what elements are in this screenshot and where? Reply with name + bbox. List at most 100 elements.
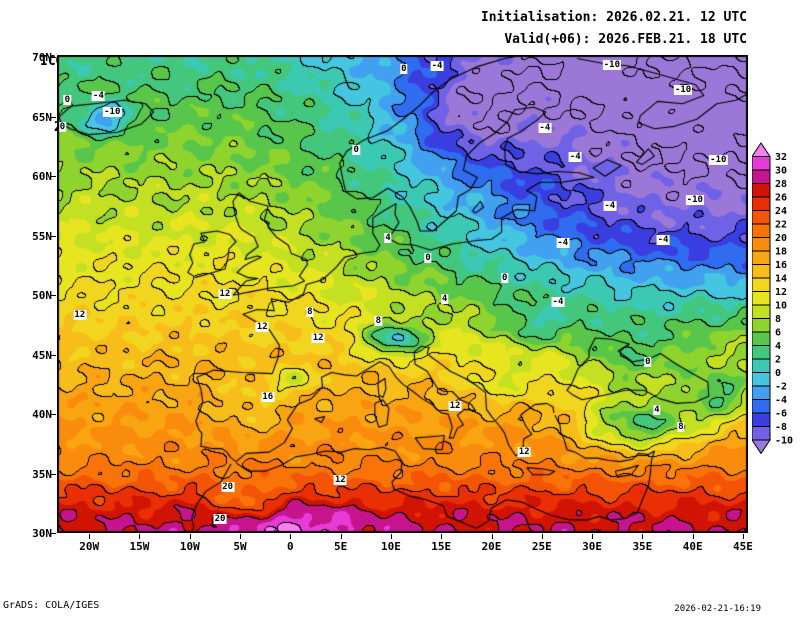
colorbar-tick-label: 12 xyxy=(775,287,787,298)
colorbar-band xyxy=(751,439,771,455)
colorbar-band xyxy=(751,277,771,292)
colorbar-tick-label: 24 xyxy=(775,206,787,217)
time-block: Initialisation: 2026.02.21. 12 UTC Valid… xyxy=(481,7,747,51)
lon-tick-label: 35E xyxy=(632,540,653,553)
creation-timestamp: 2026-02-21-16:19 xyxy=(674,604,761,614)
colorbar-band xyxy=(751,345,771,360)
tick-mark xyxy=(139,534,141,539)
tick-mark xyxy=(592,534,594,539)
lon-tick-label: 25E xyxy=(531,540,552,553)
lon-tick-label: 45E xyxy=(733,540,753,553)
colorbar-tick-label: 16 xyxy=(775,260,787,271)
lon-tick-label: 10E xyxy=(380,540,401,553)
init-time-label: Initialisation: 2026.02.21. 12 UTC xyxy=(480,10,747,25)
colorbar-tick-label: -6 xyxy=(775,409,787,420)
tick-mark xyxy=(441,534,443,539)
colorbar-tick-label: -8 xyxy=(775,422,787,433)
colorbar-tick-label: 2 xyxy=(775,355,781,366)
lat-tick-label: 50N xyxy=(32,289,52,303)
colorbar-tick-label: 32 xyxy=(775,152,787,163)
colorbar-band xyxy=(751,304,771,319)
colorbar-band xyxy=(751,169,771,184)
colorbar-tick-label: -4 xyxy=(775,395,787,406)
tick-mark xyxy=(51,473,56,475)
valid-time-label: Valid(+06): 2026.FEB.21. 18 UTC xyxy=(504,32,747,47)
colorbar-tick-label: 26 xyxy=(775,193,787,204)
tick-mark xyxy=(51,354,56,356)
colorbar-band xyxy=(751,399,771,414)
colorbar-band xyxy=(751,223,771,238)
colorbar-band xyxy=(751,372,771,387)
grads-credit: GrADS: COLA/IGES xyxy=(3,600,100,611)
lat-tick-label: 40N xyxy=(32,408,52,422)
colorbar-tick-label: 14 xyxy=(775,274,787,285)
temperature-map-canvas xyxy=(57,55,748,533)
colorbar-band xyxy=(751,412,771,427)
lon-tick-label: 20W xyxy=(79,540,100,553)
lat-tick-label: 35N xyxy=(32,467,52,481)
lon-tick-label: 10W xyxy=(179,540,200,553)
tick-mark xyxy=(390,534,392,539)
lat-tick-label: 30N xyxy=(32,527,52,540)
tick-mark xyxy=(189,534,191,539)
colorbar: 32 30 28 26 24 22 20 18 16 14 12 10 8 6 4 2 0 -2 -4 -6 -8 -10 xyxy=(751,142,800,459)
tick-mark xyxy=(692,534,694,539)
lon-tick-label: 0 xyxy=(287,540,294,553)
lat-tick-label: 65N xyxy=(32,110,52,124)
colorbar-tick-label: -10 xyxy=(775,436,793,447)
tick-mark xyxy=(51,533,56,534)
tick-mark xyxy=(290,534,292,539)
lon-tick-label: 20E xyxy=(481,540,502,553)
colorbar-band xyxy=(751,318,771,333)
lon-tick-label: 5E xyxy=(334,540,348,553)
colorbar-band xyxy=(751,237,771,252)
colorbar-tick-label: -2 xyxy=(775,382,787,393)
tick-mark xyxy=(51,116,56,118)
colorbar-tick-label: 20 xyxy=(775,233,787,244)
colorbar-tick-label: 30 xyxy=(775,166,787,177)
lon-tick-label: 5W xyxy=(233,540,247,553)
colorbar-band xyxy=(751,142,771,157)
lat-tick-label: 45N xyxy=(32,348,52,362)
colorbar-tick-label: 18 xyxy=(775,247,787,258)
lon-tick-label: 15E xyxy=(431,540,452,553)
tick-mark xyxy=(642,534,644,539)
lon-tick-label: 15W xyxy=(129,540,150,553)
lat-tick-label: 55N xyxy=(32,229,52,243)
colorbar-band xyxy=(751,358,771,373)
colorbar-tick-label: 0 xyxy=(775,368,781,379)
colorbar-tick-label: 4 xyxy=(775,341,781,352)
colorbar-band xyxy=(751,183,771,198)
tick-mark xyxy=(51,414,56,416)
tick-mark xyxy=(340,534,342,539)
tick-mark xyxy=(51,295,56,297)
colorbar-band xyxy=(751,385,771,400)
colorbar-tick-label: 22 xyxy=(775,220,787,231)
tick-mark xyxy=(742,534,744,539)
tick-mark xyxy=(51,57,56,59)
colorbar-band xyxy=(751,210,771,225)
lat-tick-label: 70N xyxy=(32,51,52,65)
tick-mark xyxy=(240,534,242,539)
colorbar-tick-label: 6 xyxy=(775,328,781,339)
tick-mark xyxy=(89,534,91,539)
colorbar-tick-label: 10 xyxy=(775,301,787,312)
map-frame: 0 -4 -10 0 0 -4 -10 -10 -10 -10 -4 -4 -4 -4 -4 -4 0 0 4 0 4 8… xyxy=(57,55,748,533)
colorbar-tick-label: 28 xyxy=(775,179,787,190)
colorbar-band xyxy=(751,291,771,306)
tick-mark xyxy=(51,235,56,237)
colorbar-band xyxy=(751,426,771,441)
colorbar-band xyxy=(751,331,771,346)
tick-mark xyxy=(541,534,543,539)
tick-mark xyxy=(491,534,493,539)
colorbar-tick-label: 8 xyxy=(775,314,781,325)
lat-tick-label: 60N xyxy=(32,170,52,184)
colorbar-band xyxy=(751,250,771,265)
colorbar-band xyxy=(751,264,771,279)
colorbar-band xyxy=(751,156,771,171)
colorbar-band xyxy=(751,196,771,211)
lon-tick-label: 30E xyxy=(582,540,603,553)
lon-tick-label: 40E xyxy=(682,540,703,553)
